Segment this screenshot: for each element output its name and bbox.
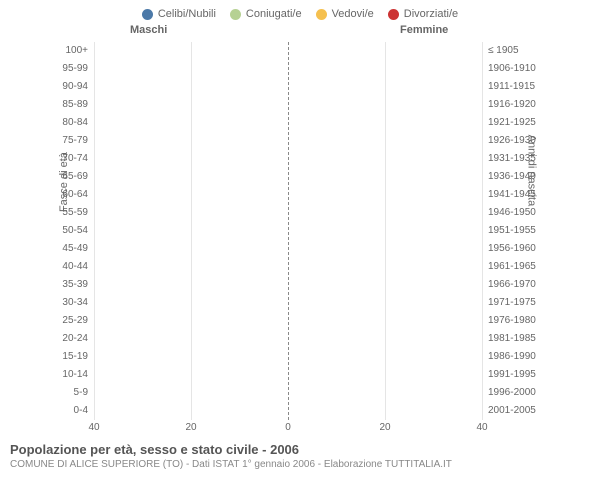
age-label: 0-4 [74, 402, 88, 419]
age-label: 30-34 [62, 294, 88, 311]
age-label: 65-69 [62, 168, 88, 185]
age-row: 55-591946-1950 [94, 204, 482, 222]
age-row: 10-141991-1995 [94, 366, 482, 384]
age-label: 90-94 [62, 78, 88, 95]
legend-swatch [388, 9, 399, 20]
birth-label: 1931-1935 [488, 150, 536, 167]
age-label: 95-99 [62, 60, 88, 77]
plot-area: 100+≤ 190595-991906-191090-941911-191585… [94, 42, 482, 420]
grid-line [482, 42, 483, 420]
birth-label: 1936-1940 [488, 168, 536, 185]
birth-label: 1911-1915 [488, 78, 535, 95]
age-row: 85-891916-1920 [94, 96, 482, 114]
caption: Popolazione per età, sesso e stato civil… [0, 440, 600, 470]
x-tick: 20 [379, 422, 390, 433]
header-female: Femmine [400, 24, 448, 36]
birth-label: 1961-1965 [488, 258, 536, 275]
age-row: 0-42001-2005 [94, 402, 482, 420]
age-row: 35-391966-1970 [94, 276, 482, 294]
birth-label: 1926-1930 [488, 132, 536, 149]
age-label: 50-54 [62, 222, 88, 239]
caption-title: Popolazione per età, sesso e stato civil… [10, 442, 590, 457]
legend-item: Divorziati/e [388, 8, 458, 20]
age-label: 100+ [65, 42, 88, 59]
birth-label: 1976-1980 [488, 312, 536, 329]
chart: Fasce di età Anni di nascita 100+≤ 19059… [56, 42, 540, 440]
age-row: 45-491956-1960 [94, 240, 482, 258]
age-row: 65-691936-1940 [94, 168, 482, 186]
legend-label: Vedovi/e [332, 8, 374, 20]
age-label: 80-84 [62, 114, 88, 131]
legend-swatch [230, 9, 241, 20]
age-label: 35-39 [62, 276, 88, 293]
birth-label: 1916-1920 [488, 96, 536, 113]
age-label: 45-49 [62, 240, 88, 257]
age-row: 20-241981-1985 [94, 330, 482, 348]
legend-label: Divorziati/e [404, 8, 458, 20]
age-row: 40-441961-1965 [94, 258, 482, 276]
gender-headers: Maschi Femmine [0, 24, 600, 42]
age-row: 100+≤ 1905 [94, 42, 482, 60]
birth-label: 1986-1990 [488, 348, 536, 365]
age-row: 70-741931-1935 [94, 150, 482, 168]
age-label: 15-19 [62, 348, 88, 365]
age-label: 5-9 [74, 384, 88, 401]
age-row: 5-91996-2000 [94, 384, 482, 402]
age-row: 80-841921-1925 [94, 114, 482, 132]
age-row: 75-791926-1930 [94, 132, 482, 150]
header-male: Maschi [130, 24, 167, 36]
age-row: 95-991906-1910 [94, 60, 482, 78]
legend-swatch [142, 9, 153, 20]
birth-label: 1971-1975 [488, 294, 536, 311]
age-label: 60-64 [62, 186, 88, 203]
legend-label: Coniugati/e [246, 8, 302, 20]
age-row: 25-291976-1980 [94, 312, 482, 330]
birth-label: ≤ 1905 [488, 42, 519, 59]
x-tick: 40 [476, 422, 487, 433]
x-axis: 402002040 [94, 420, 482, 440]
age-label: 55-59 [62, 204, 88, 221]
age-label: 40-44 [62, 258, 88, 275]
legend-label: Celibi/Nubili [158, 8, 216, 20]
age-label: 70-74 [62, 150, 88, 167]
legend-swatch [316, 9, 327, 20]
caption-sub: COMUNE DI ALICE SUPERIORE (TO) - Dati IS… [10, 459, 590, 470]
age-label: 85-89 [62, 96, 88, 113]
age-label: 20-24 [62, 330, 88, 347]
birth-label: 1941-1945 [488, 186, 536, 203]
birth-label: 1966-1970 [488, 276, 536, 293]
age-row: 50-541951-1955 [94, 222, 482, 240]
birth-label: 1991-1995 [488, 366, 536, 383]
age-label: 25-29 [62, 312, 88, 329]
legend-item: Coniugati/e [230, 8, 302, 20]
birth-label: 1951-1955 [488, 222, 536, 239]
x-tick: 0 [285, 422, 291, 433]
age-row: 15-191986-1990 [94, 348, 482, 366]
age-row: 60-641941-1945 [94, 186, 482, 204]
birth-label: 1906-1910 [488, 60, 536, 77]
legend-item: Celibi/Nubili [142, 8, 216, 20]
birth-label: 2001-2005 [488, 402, 536, 419]
birth-label: 1996-2000 [488, 384, 536, 401]
age-label: 10-14 [62, 366, 88, 383]
birth-label: 1921-1925 [488, 114, 536, 131]
legend-item: Vedovi/e [316, 8, 374, 20]
birth-label: 1946-1950 [488, 204, 536, 221]
age-label: 75-79 [62, 132, 88, 149]
birth-label: 1981-1985 [488, 330, 536, 347]
legend: Celibi/Nubili Coniugati/e Vedovi/e Divorzia… [0, 0, 600, 24]
age-row: 30-341971-1975 [94, 294, 482, 312]
age-row: 90-941911-1915 [94, 78, 482, 96]
x-tick: 20 [185, 422, 196, 433]
x-tick: 40 [88, 422, 99, 433]
birth-label: 1956-1960 [488, 240, 536, 257]
